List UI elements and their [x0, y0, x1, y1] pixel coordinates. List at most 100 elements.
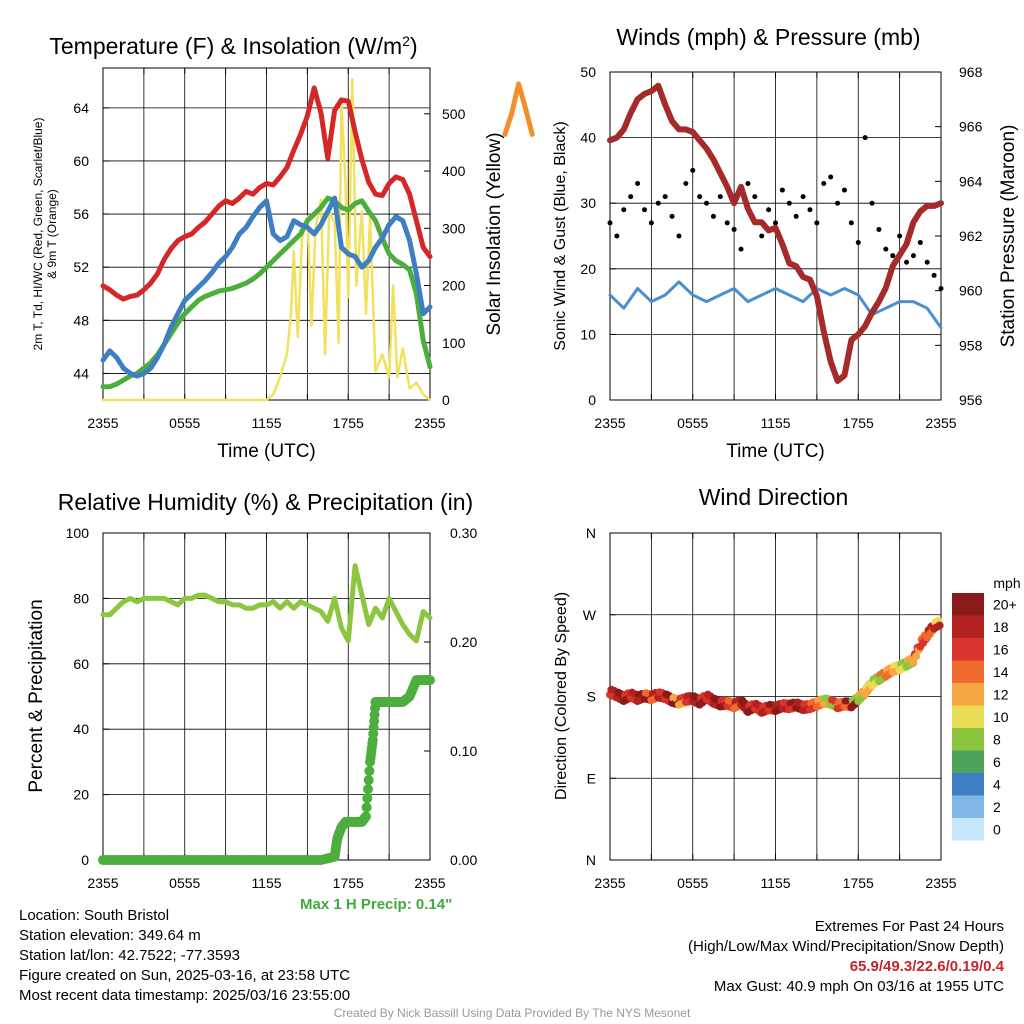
y-tick-label: 60	[73, 153, 89, 169]
x-tick-label: 2355	[414, 415, 445, 431]
elevation-text: Station elevation: 349.64 m	[19, 927, 201, 944]
y-tick-label: 52	[73, 259, 89, 275]
extremes-title: Extremes For Past 24 Hours	[814, 918, 1004, 935]
y-tick-label: 40	[73, 721, 89, 737]
max-precip-annotation: Max 1 H Precip: 0.14"	[300, 896, 453, 913]
gust-point	[807, 207, 813, 213]
y2-tick-label: 0.00	[450, 852, 477, 868]
x-tick-label: 2355	[594, 415, 625, 431]
gust-point	[931, 272, 937, 278]
legend-swatch	[952, 660, 984, 683]
gust-point	[917, 240, 923, 246]
temp2m-line	[100, 85, 433, 302]
extremes-info: Extremes For Past 24 Hours (High/Low/Max…	[688, 917, 1004, 997]
legend-swatch	[952, 795, 984, 818]
gust-point	[938, 285, 944, 291]
x-tick-label: 2355	[594, 875, 625, 891]
created-text: Figure created on Sun, 2025-03-16, at 23…	[19, 967, 351, 984]
gust-point	[904, 259, 910, 265]
x-tick-label: 2355	[925, 875, 956, 891]
gust-point	[690, 167, 696, 173]
y-tick-label: 30	[580, 195, 596, 211]
y-tick-label: 64	[73, 100, 89, 116]
direction-point	[909, 658, 918, 667]
gust-point	[848, 220, 854, 226]
direction-point	[935, 621, 944, 630]
gust-point	[828, 174, 834, 180]
gust-point	[759, 233, 765, 239]
x-tick-label: 1155	[251, 875, 281, 891]
precip-point	[425, 675, 435, 686]
y-axis-label: & 9m T (Orange)	[45, 189, 59, 279]
y-tick-label: 10	[580, 326, 596, 342]
x-tick-label: 1755	[843, 415, 874, 431]
pressure-line	[607, 82, 944, 384]
x-tick-label: 1755	[843, 875, 874, 891]
y-axis-label: Direction (Colored By Speed)	[553, 592, 570, 800]
legend-swatch	[952, 593, 984, 616]
gust-point	[855, 240, 861, 246]
y2-tick-label: 0	[442, 392, 450, 408]
gust-point	[779, 187, 785, 193]
legend-label: 2	[993, 799, 1001, 815]
y2-tick-label: 958	[959, 337, 983, 353]
legend-swatch	[952, 728, 984, 751]
legend-title: mph	[993, 575, 1020, 591]
y2-tick-label: 960	[959, 283, 983, 299]
x-tick-label: 1755	[333, 875, 364, 891]
gust-point	[890, 253, 896, 259]
gust-point	[821, 181, 827, 187]
gust-point	[841, 187, 847, 193]
y-tick-label: 100	[66, 525, 90, 541]
gust-point	[793, 213, 799, 219]
x-axis-label: Time (UTC)	[217, 441, 316, 462]
gust-point	[910, 253, 916, 259]
y2-tick-label: 200	[442, 278, 466, 294]
x-axis-label: Time (UTC)	[726, 441, 825, 462]
legend-swatch	[952, 615, 984, 638]
legend-swatch	[952, 683, 984, 706]
y-tick-label: 56	[73, 206, 89, 222]
x-tick-label: 2355	[87, 875, 118, 891]
gust-point	[738, 246, 744, 252]
y2-tick-label: 968	[959, 64, 983, 80]
legend-label: 6	[993, 754, 1001, 770]
y-tick-label: W	[583, 607, 597, 623]
legend-label: 8	[993, 731, 1001, 747]
direction-point	[912, 652, 921, 661]
legend-swatch	[952, 773, 984, 796]
gust-point	[717, 194, 723, 200]
latlon-text: Station lat/lon: 42.7522; -77.3593	[19, 947, 241, 964]
x-tick-label: 1155	[760, 875, 790, 891]
max-gust-text: Max Gust: 40.9 mph On 03/16 at 1955 UTC	[713, 978, 1004, 995]
y2-tick-label: 0.20	[450, 634, 477, 650]
recent-data-text: Most recent data timestamp: 2025/03/16 2…	[19, 987, 351, 1004]
gust-point	[924, 259, 930, 265]
legend-label: 0	[993, 821, 1001, 837]
y-tick-label: 0	[588, 392, 596, 408]
extremes-values: 65.9/49.3/22.6/0.19/0.4	[849, 958, 1004, 975]
gust-point	[814, 220, 820, 226]
gust-point	[800, 194, 806, 200]
temperature-panel: 2355 0555 1155 1755 2355 44 48 52 56 60 64 0 100 200 3…	[31, 33, 535, 462]
gust-point	[766, 207, 772, 213]
y-tick-label: 44	[73, 365, 89, 381]
y2-tick-label: 962	[959, 228, 983, 244]
gust-point	[614, 233, 620, 239]
y2-tick-label: 0.30	[450, 525, 477, 541]
y-axis-label: Sonic Wind & Gust (Blue, Black)	[552, 121, 569, 350]
gust-point	[773, 220, 778, 226]
extremes-fields: (High/Low/Max Wind/Precipitation/Snow De…	[688, 938, 1004, 955]
y-tick-label: 40	[580, 130, 596, 146]
y-tick-label: 20	[580, 261, 596, 277]
gust-point	[621, 207, 627, 213]
y2-axis-label: Station Pressure (Maroon)	[998, 125, 1019, 348]
y2-tick-label: 500	[442, 106, 466, 122]
gust-point	[641, 207, 647, 213]
gust-point	[683, 181, 689, 187]
precip-point	[364, 765, 375, 776]
credit-text: Created By Nick Bassill Using Data Provi…	[333, 1006, 691, 1020]
y2-axis-label: Solar Insolation (Yellow)	[484, 132, 505, 335]
legend-swatch	[952, 818, 984, 841]
